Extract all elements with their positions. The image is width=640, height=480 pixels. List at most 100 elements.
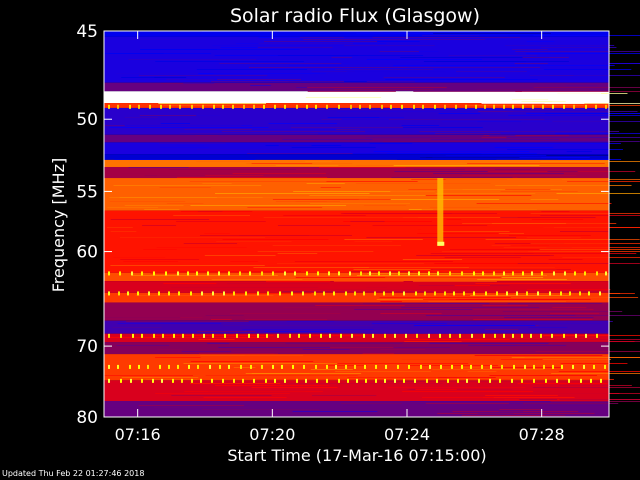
noise-streak <box>433 173 564 174</box>
interference-dot <box>249 271 251 276</box>
noise-streak <box>335 69 434 70</box>
interference-dot <box>605 104 607 109</box>
noise-streak <box>393 165 540 166</box>
interference-dot <box>209 364 211 369</box>
noise-streak <box>540 215 640 216</box>
noise-streak <box>506 137 640 138</box>
interference-dot <box>267 291 269 296</box>
interference-dot <box>147 364 149 369</box>
interference-dot <box>503 333 505 338</box>
noise-streak <box>263 93 407 94</box>
interference-dot <box>493 271 495 276</box>
noise-streak <box>526 41 555 42</box>
interference-dot <box>129 104 131 109</box>
noise-streak <box>372 225 488 226</box>
noise-streak <box>199 273 228 274</box>
noise-streak <box>373 151 530 152</box>
interference-dot <box>437 271 439 276</box>
noise-streak <box>477 279 567 280</box>
noise-streak <box>105 407 202 408</box>
noise-streak <box>526 237 581 238</box>
noise-streak <box>547 315 640 316</box>
noise-streak <box>385 79 538 80</box>
noise-streak <box>200 353 279 354</box>
interference-dot <box>141 271 143 276</box>
noise-streak <box>119 237 266 238</box>
interference-dot <box>212 333 214 338</box>
noise-streak <box>251 387 338 388</box>
noise-streak <box>142 333 292 334</box>
noise-streak <box>530 243 640 244</box>
interference-dot <box>381 104 383 109</box>
interference-dot <box>108 333 110 338</box>
interference-dot <box>560 291 562 296</box>
interference-dot <box>315 364 317 369</box>
noise-streak <box>515 51 640 52</box>
noise-streak <box>305 97 382 98</box>
noise-streak <box>379 51 419 52</box>
interference-dot <box>291 291 293 296</box>
noise-streak <box>110 219 210 220</box>
interference-dot <box>277 333 279 338</box>
interference-dot <box>512 104 514 109</box>
y-tick-label: 70 <box>76 337 98 357</box>
noise-streak <box>319 167 456 168</box>
noise-streak <box>528 251 640 252</box>
noise-streak <box>340 41 420 42</box>
interference-dot <box>552 364 554 369</box>
noise-streak <box>176 177 328 178</box>
interference-dot <box>152 378 154 383</box>
interference-dot <box>532 104 534 109</box>
noise-streak <box>177 351 305 352</box>
noise-streak <box>421 397 494 398</box>
interference-dot <box>574 271 576 276</box>
noise-streak <box>455 299 591 300</box>
interference-dot <box>137 291 139 296</box>
interference-dot <box>511 378 513 383</box>
interference-dot <box>356 378 358 383</box>
interference-dot <box>162 333 164 338</box>
noise-streak <box>306 183 345 184</box>
noise-streak <box>409 365 499 366</box>
noise-streak <box>264 331 342 332</box>
noise-streak <box>358 199 500 200</box>
noise-streak <box>560 291 610 292</box>
noise-streak <box>547 171 578 172</box>
noise-streak <box>562 257 640 258</box>
noise-streak <box>556 193 640 194</box>
noise-streak <box>109 197 263 198</box>
interference-dot <box>272 364 274 369</box>
noise-streak <box>190 361 314 362</box>
interference-dot <box>434 291 436 296</box>
noise-streak <box>281 385 330 386</box>
interference-dot <box>540 333 542 338</box>
noise-streak <box>557 159 622 160</box>
y-axis-label: Frequency [MHz] <box>49 158 68 292</box>
noise-streak <box>288 101 312 102</box>
interference-dot <box>222 378 224 383</box>
noise-streak <box>169 169 297 170</box>
interference-dot <box>120 378 122 383</box>
noise-streak <box>441 231 510 232</box>
interference-dot <box>284 378 286 383</box>
noise-streak <box>268 123 337 124</box>
noise-streak <box>422 35 508 36</box>
interference-dot <box>513 364 515 369</box>
interference-dot <box>397 364 399 369</box>
noise-streak <box>380 301 402 302</box>
interference-dot <box>524 364 526 369</box>
noise-streak <box>327 117 380 118</box>
interference-dot <box>372 333 374 338</box>
interference-dot <box>294 271 296 276</box>
noise-streak <box>350 221 385 222</box>
noise-streak <box>289 65 343 66</box>
noise-streak <box>309 195 438 196</box>
interference-dot <box>326 378 328 383</box>
noise-streak <box>379 229 490 230</box>
interference-dot <box>302 291 304 296</box>
noise-streak <box>306 291 434 292</box>
noise-streak <box>445 155 538 156</box>
interference-dot <box>179 104 181 109</box>
noise-streak <box>505 45 615 46</box>
interference-dot <box>326 104 328 109</box>
